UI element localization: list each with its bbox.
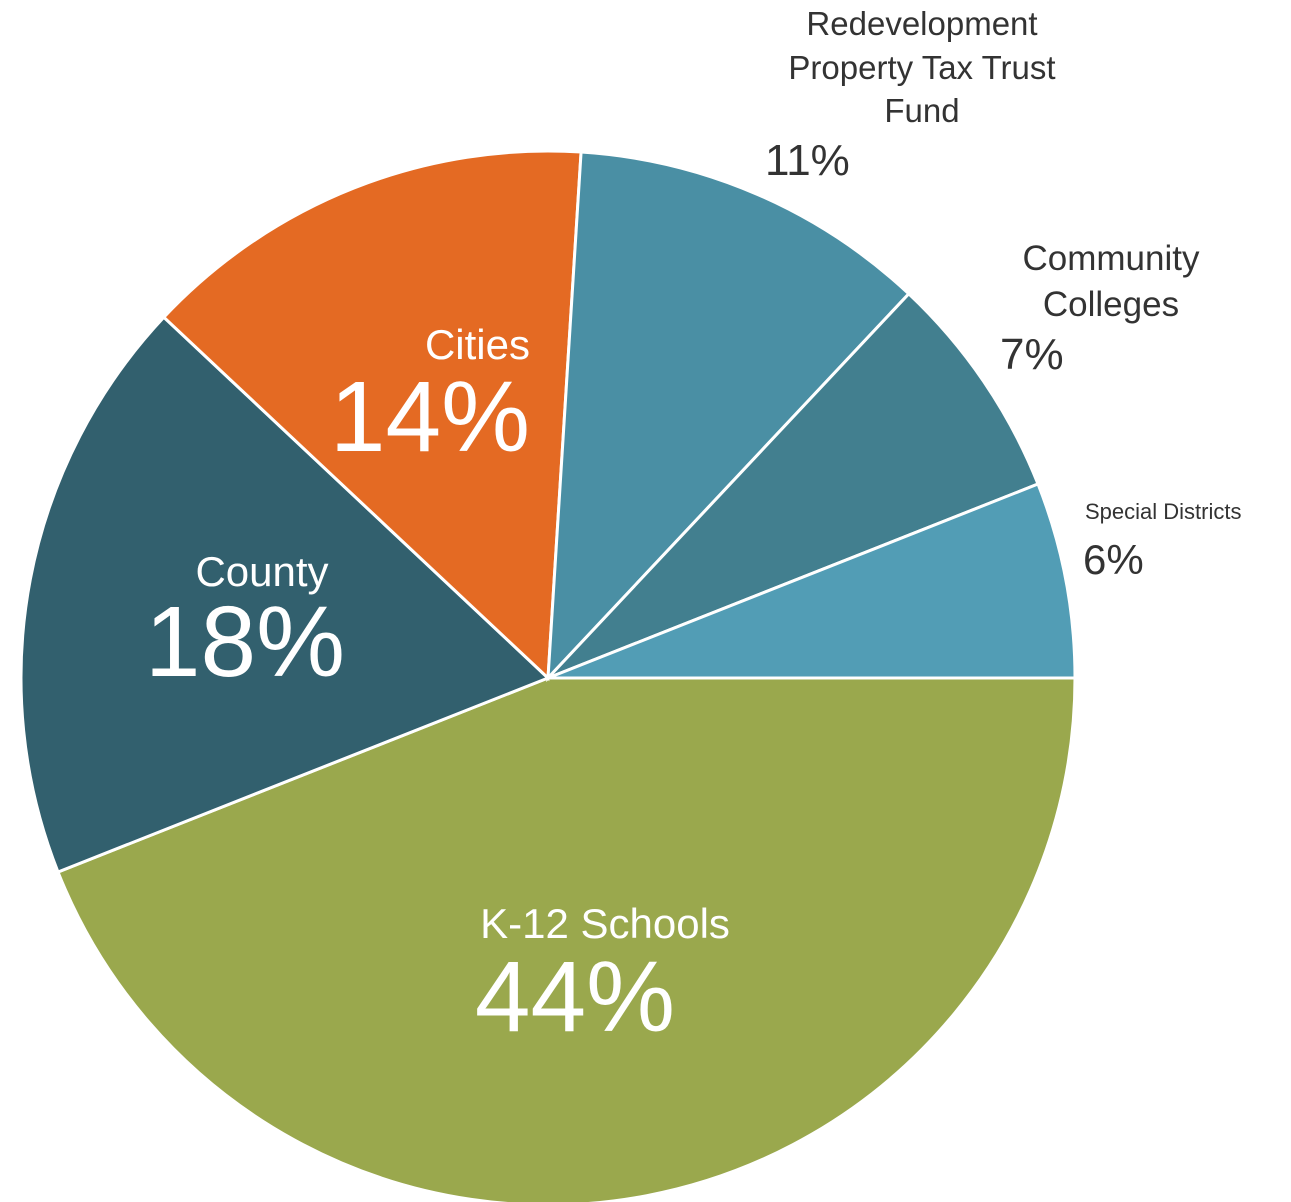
slice-value-label: 14%	[329, 361, 530, 473]
pie-slice	[546, 150, 911, 683]
pie-slice	[546, 291, 1040, 680]
slice-name: Redevelopment Property Tax Trust Fund	[788, 5, 1056, 130]
slice-name: K-12 Schools	[480, 900, 730, 947]
pie-slice	[56, 676, 1077, 1202]
slice-name: Cities	[424, 321, 530, 368]
pie-slice	[19, 315, 551, 874]
slice-name: Special Districts	[1085, 499, 1242, 524]
pie-slice	[547, 482, 1077, 680]
slice-name: County	[195, 548, 329, 595]
pie-slice	[161, 149, 583, 682]
slice-value-label: 18%	[144, 586, 346, 698]
slice-value-label: 6%	[1083, 536, 1144, 583]
slice-value-label: 7%	[1000, 330, 1064, 379]
slice-value-label: 44%	[474, 941, 676, 1053]
slice-name: Community Colleges	[1022, 239, 1200, 325]
slice-value-label: 11%	[765, 136, 850, 185]
